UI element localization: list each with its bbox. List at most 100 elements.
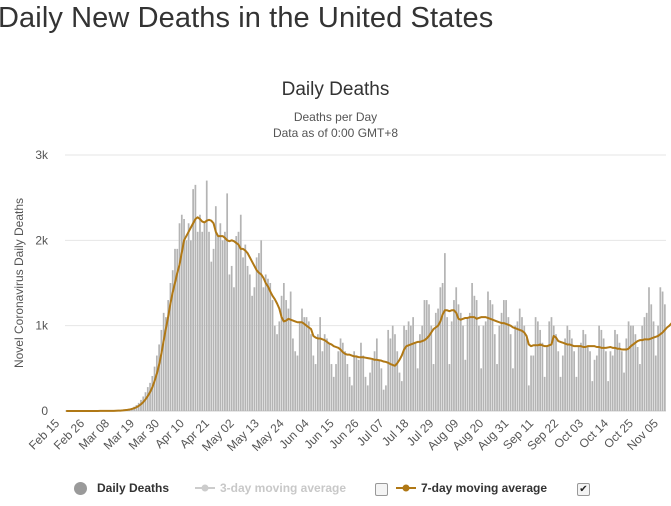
bar bbox=[514, 325, 517, 411]
bar bbox=[428, 304, 430, 411]
y-tick-label: 3k bbox=[35, 148, 49, 162]
legend-label-7day: 7-day moving average bbox=[421, 481, 548, 495]
bar bbox=[571, 338, 573, 411]
bar bbox=[262, 287, 265, 411]
bar bbox=[557, 351, 560, 411]
bar bbox=[484, 321, 487, 411]
bar bbox=[205, 180, 208, 411]
bar bbox=[158, 344, 160, 411]
bar bbox=[387, 329, 390, 411]
bar bbox=[491, 304, 494, 411]
bar bbox=[307, 321, 310, 411]
bar bbox=[149, 382, 151, 411]
bar bbox=[217, 236, 219, 411]
legend-item-daily-deaths[interactable]: Daily Deaths bbox=[74, 478, 169, 498]
toggle-7day-checkbox[interactable]: ✔ bbox=[577, 483, 590, 496]
bar bbox=[437, 308, 439, 411]
bar bbox=[171, 270, 174, 411]
bar bbox=[378, 359, 380, 411]
bar bbox=[530, 355, 532, 411]
bar bbox=[239, 214, 242, 411]
bar bbox=[364, 376, 367, 411]
bar bbox=[434, 312, 437, 411]
bar bbox=[580, 342, 582, 411]
bar bbox=[595, 355, 598, 411]
bar bbox=[634, 334, 637, 411]
bar bbox=[339, 338, 342, 411]
bar bbox=[550, 317, 553, 411]
chart-subtitle-date: Data as of 0:00 GMT+8 bbox=[272, 126, 399, 140]
bar bbox=[645, 312, 648, 411]
bar bbox=[439, 287, 442, 411]
bar bbox=[468, 312, 471, 411]
bar bbox=[598, 325, 600, 411]
bar bbox=[190, 240, 192, 411]
bar bbox=[353, 351, 356, 411]
bar bbox=[255, 257, 258, 411]
bar bbox=[605, 351, 607, 411]
bar bbox=[396, 351, 399, 411]
bar bbox=[527, 385, 530, 411]
bar bbox=[432, 364, 435, 411]
bar bbox=[446, 317, 449, 411]
bar bbox=[160, 329, 163, 411]
bar bbox=[267, 278, 269, 411]
bar bbox=[235, 236, 238, 411]
bar bbox=[591, 381, 594, 411]
bar bbox=[548, 321, 551, 411]
bar bbox=[214, 206, 217, 411]
page-title: Daily New Deaths in the United States bbox=[0, 2, 494, 34]
bar bbox=[466, 317, 469, 411]
bar bbox=[174, 248, 176, 411]
bar bbox=[224, 231, 226, 411]
bar bbox=[251, 295, 253, 411]
bar bbox=[317, 334, 319, 411]
bar bbox=[586, 347, 589, 411]
bar bbox=[664, 304, 666, 411]
bar bbox=[246, 265, 249, 411]
bar bbox=[500, 312, 503, 411]
bar bbox=[648, 287, 650, 411]
bar bbox=[602, 338, 605, 411]
bar bbox=[330, 364, 333, 411]
bar bbox=[351, 385, 353, 411]
bar bbox=[391, 325, 394, 411]
bar bbox=[258, 253, 260, 411]
legend-item-7day[interactable]: 7-day moving average bbox=[396, 478, 547, 498]
bar bbox=[616, 334, 619, 411]
bar bbox=[237, 231, 240, 411]
bar bbox=[636, 347, 639, 411]
bar bbox=[194, 184, 197, 411]
line-marker-7day-icon bbox=[396, 484, 416, 492]
bar bbox=[319, 317, 322, 411]
bar bbox=[409, 325, 412, 411]
bar bbox=[414, 342, 417, 411]
bar bbox=[375, 338, 378, 411]
bar bbox=[151, 376, 154, 411]
bar bbox=[493, 334, 496, 411]
bar bbox=[357, 359, 360, 411]
bar bbox=[629, 325, 632, 411]
legend-item-3day[interactable]: 3-day moving average bbox=[195, 478, 346, 498]
bar bbox=[657, 325, 659, 411]
bar bbox=[169, 283, 172, 411]
bar bbox=[441, 283, 444, 411]
y-tick-label: 2k bbox=[35, 233, 49, 247]
daily-deaths-marker-icon bbox=[74, 481, 87, 495]
bar bbox=[643, 317, 646, 411]
bar bbox=[153, 366, 156, 411]
bar bbox=[176, 248, 179, 411]
bar bbox=[285, 300, 287, 411]
bar bbox=[373, 351, 376, 411]
bar bbox=[521, 317, 523, 411]
x-tick-label: Jul 07 bbox=[354, 416, 387, 449]
bar bbox=[614, 329, 616, 411]
bar bbox=[287, 308, 290, 411]
bar bbox=[444, 253, 446, 411]
bar bbox=[639, 364, 641, 411]
bar bbox=[487, 291, 489, 411]
toggle-3day-checkbox[interactable] bbox=[375, 483, 388, 496]
bar bbox=[482, 325, 485, 411]
bar bbox=[489, 300, 492, 411]
